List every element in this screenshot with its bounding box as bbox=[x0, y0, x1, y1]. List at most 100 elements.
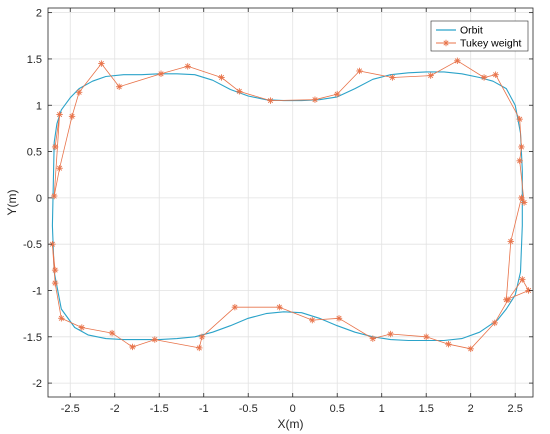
data-point bbox=[56, 111, 63, 118]
data-point bbox=[75, 89, 83, 96]
data-point bbox=[427, 72, 434, 79]
data-point bbox=[334, 90, 341, 98]
data-point bbox=[492, 71, 499, 78]
data-point bbox=[56, 165, 63, 172]
marker-stroke bbox=[267, 98, 274, 104]
data-point bbox=[49, 240, 56, 248]
marker-stroke bbox=[57, 165, 63, 171]
y-tick-label: 0.5 bbox=[27, 147, 42, 159]
ticks: -2.5 -2 -1.5 -1 -0.5 0 0.5 1 1.5 2 2.5 -2 -1.5 -1 -0.5… bbox=[23, 8, 533, 415]
data-point bbox=[309, 316, 316, 324]
legend-marker bbox=[442, 39, 450, 47]
data-point bbox=[51, 143, 59, 151]
x-axis-label: X(m) bbox=[278, 417, 304, 431]
marker-stroke bbox=[505, 297, 511, 303]
marker-stroke bbox=[517, 116, 523, 122]
x-tick-label: -2 bbox=[110, 403, 120, 415]
marker-stroke bbox=[199, 334, 205, 340]
marker-stroke bbox=[51, 193, 57, 199]
marker-stroke bbox=[428, 73, 434, 79]
marker-stroke bbox=[52, 144, 58, 150]
marker-stroke bbox=[336, 315, 342, 321]
marker-stroke bbox=[481, 74, 487, 81]
data-point bbox=[335, 315, 343, 322]
marker-stroke bbox=[388, 331, 394, 337]
data-point bbox=[276, 303, 283, 311]
y-tick-label: -1 bbox=[32, 285, 42, 297]
marker-stroke bbox=[69, 113, 75, 119]
marker-stroke bbox=[52, 267, 58, 273]
data-point bbox=[369, 335, 377, 342]
marker-stroke bbox=[129, 344, 136, 350]
y-tick-label: 1.5 bbox=[27, 54, 42, 66]
marker-stroke bbox=[518, 195, 524, 201]
marker-stroke bbox=[236, 88, 242, 94]
data-point bbox=[445, 341, 452, 348]
data-point bbox=[267, 97, 274, 104]
marker-stroke bbox=[116, 84, 122, 90]
data-point bbox=[68, 113, 76, 120]
legend-label: Tukey weight bbox=[460, 38, 522, 50]
data-point bbox=[516, 157, 523, 165]
marker-stroke bbox=[309, 317, 315, 323]
x-tick-label: 0 bbox=[290, 403, 296, 415]
data-point bbox=[504, 296, 512, 303]
data-point bbox=[98, 60, 105, 67]
data-point bbox=[184, 63, 191, 70]
data-point bbox=[467, 345, 474, 353]
x-tick-label: -1 bbox=[199, 403, 209, 415]
data-point bbox=[51, 192, 58, 200]
marker-stroke bbox=[454, 58, 460, 64]
data-point bbox=[151, 336, 158, 343]
marker-stroke bbox=[312, 97, 318, 103]
marker-stroke bbox=[58, 315, 64, 321]
data-point bbox=[115, 83, 123, 90]
marker-stroke bbox=[521, 199, 527, 206]
marker-stroke bbox=[356, 68, 363, 74]
marker-stroke bbox=[57, 111, 63, 118]
x-tick-label: 0.5 bbox=[330, 403, 345, 415]
marker-stroke bbox=[492, 320, 498, 326]
marker-stroke bbox=[370, 336, 376, 342]
marker-stroke bbox=[525, 287, 532, 294]
marker-stroke bbox=[276, 304, 282, 310]
marker-stroke bbox=[185, 63, 191, 69]
marker-stroke bbox=[109, 330, 115, 336]
data-point bbox=[387, 330, 394, 338]
marker-stroke bbox=[158, 71, 164, 77]
series-layer bbox=[49, 57, 532, 353]
data-point bbox=[129, 343, 136, 351]
marker-stroke bbox=[76, 89, 82, 95]
y-tick-label: -2 bbox=[32, 378, 42, 390]
marker-stroke bbox=[445, 341, 452, 347]
data-point bbox=[516, 115, 523, 123]
data-point bbox=[389, 74, 396, 81]
x-tick-label: 2 bbox=[468, 403, 474, 415]
data-point bbox=[520, 199, 528, 206]
marker-stroke bbox=[79, 324, 85, 331]
y-tick-label: -1.5 bbox=[23, 332, 42, 344]
data-point bbox=[507, 238, 514, 245]
x-tick-label: -2.5 bbox=[61, 403, 80, 415]
data-point bbox=[311, 96, 319, 103]
data-point bbox=[423, 333, 430, 340]
data-point bbox=[157, 70, 165, 77]
x-tick-label: 1 bbox=[379, 403, 385, 415]
data-point bbox=[196, 344, 203, 352]
data-point bbox=[218, 74, 225, 81]
marker-stroke bbox=[443, 40, 449, 46]
y-tick-label: 1 bbox=[36, 100, 42, 112]
x-tick-label: 2.5 bbox=[508, 403, 523, 415]
legend-label: Orbit bbox=[460, 25, 483, 37]
x-tick-label: 1.5 bbox=[419, 403, 434, 415]
marker-stroke bbox=[493, 72, 499, 78]
data-point bbox=[51, 279, 59, 287]
y-tick-label: 2 bbox=[36, 8, 42, 20]
marker-stroke bbox=[334, 91, 340, 97]
data-point bbox=[108, 329, 116, 337]
marker-stroke bbox=[196, 345, 202, 351]
data-point bbox=[51, 266, 59, 274]
x-tick-label: -1.5 bbox=[150, 403, 169, 415]
marker-stroke bbox=[52, 280, 58, 286]
